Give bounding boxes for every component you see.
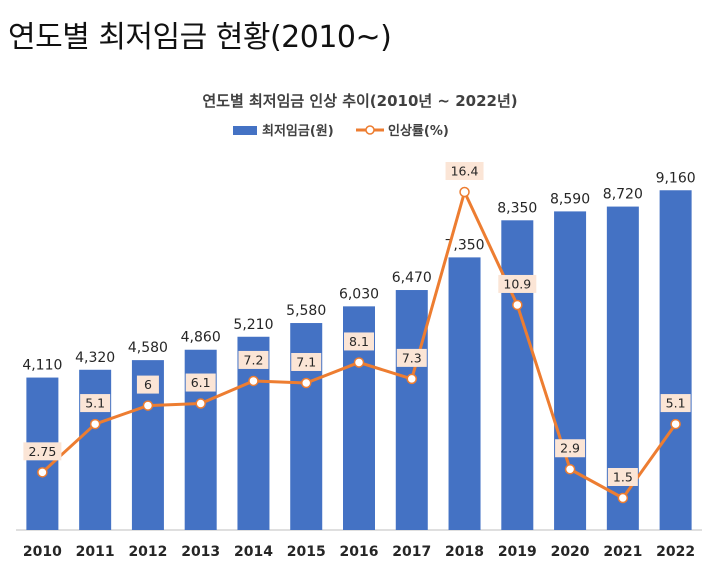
x-tick-label: 2021 [603,544,642,560]
bar-2014 [237,336,270,530]
page-title: 연도별 최저임금 현황(2010~) [8,20,392,55]
bar-value-label: 4,580 [128,340,168,356]
x-tick-label: 2018 [445,544,484,560]
rate-point-2012 [142,400,154,411]
bar-value-label: 4,110 [22,358,62,374]
bar-value-label: 6,470 [392,270,432,286]
rate-value-label: 7.2 [244,352,264,367]
rate-label-box [498,274,537,293]
bar-2018 [448,257,481,530]
bar-2020 [554,211,587,530]
bar-2022 [659,190,692,530]
rate-value-label: 6 [144,377,152,392]
rate-label-box [555,439,586,458]
rate-point-2014 [248,375,259,387]
x-tick-label: 2012 [128,544,167,560]
rate-point-2011 [89,418,101,430]
bar-value-label: 5,210 [233,317,273,333]
rate-point-2013 [195,398,206,409]
legend: 최저임금(원) 인상률(%) [233,123,449,139]
chart-title: 연도별 최저임금 인상 추이(2010년 ~ 2022년) [202,92,517,110]
x-tick-label: 2015 [287,544,326,560]
rate-label-box [344,332,374,351]
bar-value-label: 4,320 [75,350,115,366]
bar-value-label: 8,350 [497,200,537,216]
bar-value-label: 6,030 [339,286,379,302]
rate-value-label: 16.4 [451,164,479,179]
rate-label-box [291,352,322,371]
rate-value-label: 2.75 [28,444,56,459]
bar-value-label: 4,860 [181,330,221,346]
rate-value-label: 8.1 [349,334,369,349]
rate-value-label: 5.1 [666,396,686,411]
rate-point-2021 [617,492,629,504]
rate-point-2016 [353,357,365,368]
x-tick-label: 2017 [392,544,431,560]
rate-value-label: 7.1 [296,354,316,369]
bar-value-label: 5,580 [286,303,326,319]
legend-line-marker [365,125,375,135]
x-tick-label: 2022 [656,544,695,560]
rate-label-box [185,373,216,392]
rate-label-box [136,375,159,394]
rate-point-2015 [300,377,312,389]
x-tick-label: 2020 [551,544,590,560]
rate-label-box [445,162,484,180]
x-tick-label: 2016 [340,544,379,560]
bar-2019 [501,220,534,530]
rate-label-box [23,442,62,461]
legend-bar-swatch [233,126,257,135]
rate-value-label: 6.1 [191,375,211,390]
rate-label-box [238,350,269,369]
rate-label-box [80,394,111,413]
rate-label-box [396,348,427,367]
x-tick-label: 2013 [181,544,220,560]
bar-value-label: 8,590 [550,191,590,207]
bar-2011 [79,369,112,530]
rate-label-box [607,468,638,486]
legend-bar-label: 최저임금(원) [262,124,334,139]
rate-point-2017 [406,373,418,385]
x-tick-label: 2014 [234,544,273,560]
bar-value-label: 8,720 [603,187,643,203]
x-tick-label: 2011 [76,544,115,560]
rate-point-2022 [670,418,681,430]
x-tick-label: 2010 [23,544,62,560]
rate-point-2010 [37,467,48,478]
rate-point-2020 [564,463,576,475]
rate-point-2018 [459,186,470,198]
legend-line-label: 인상률(%) [388,123,449,139]
rate-value-label: 5.1 [85,396,105,411]
rate-label-box [660,394,691,413]
bar-2017 [395,290,428,530]
bar-value-label: 9,160 [656,170,696,186]
rate-value-label: 2.9 [560,441,580,456]
bar-value-label: 7,350 [444,237,484,253]
rate-value-label: 10.9 [503,276,531,291]
rate-value-label: 7.3 [402,350,422,365]
rate-value-label: 1.5 [613,470,633,485]
rate-point-2019 [512,299,523,311]
x-tick-label: 2019 [498,544,537,560]
